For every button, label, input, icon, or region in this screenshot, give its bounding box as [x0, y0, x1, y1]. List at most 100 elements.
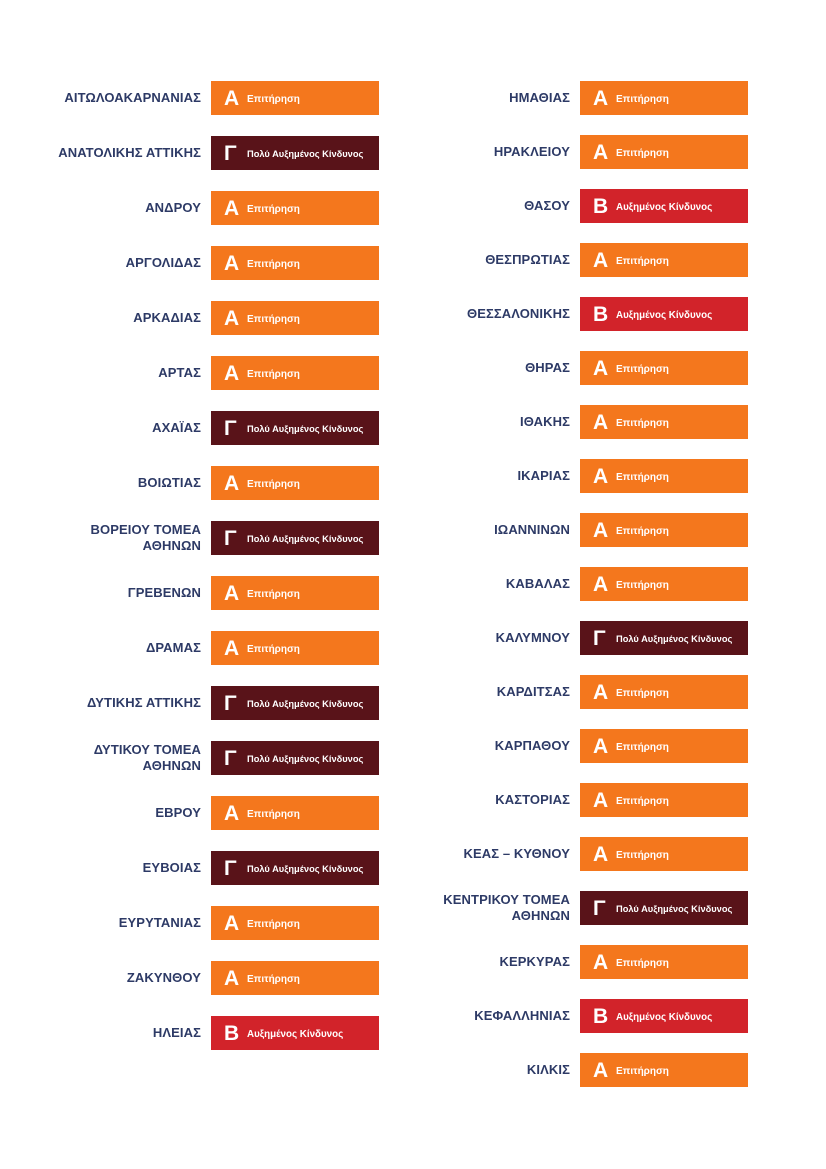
risk-label: Επιτήρηση — [247, 973, 300, 985]
region-row: ΚΙΛΚΙΣ Α Επιτήρηση — [410, 1053, 748, 1087]
risk-badge: Γ Πολύ Αυξημένος Κίνδυνος — [211, 741, 379, 775]
risk-label: Επιτήρηση — [247, 203, 300, 215]
region-name: ΚΙΛΚΙΣ — [526, 1062, 570, 1078]
region-row: ΚΑΡΠΑΘΟΥ Α Επιτήρηση — [410, 729, 748, 763]
risk-badge: Α Επιτήρηση — [211, 301, 379, 335]
risk-badge: Β Αυξημένος Κίνδυνος — [580, 189, 748, 223]
risk-label: Επιτήρηση — [247, 258, 300, 270]
risk-badge: Α Επιτήρηση — [580, 837, 748, 871]
region-name: ΙΩΑΝΝΙΝΩΝ — [494, 522, 570, 538]
risk-letter: Γ — [593, 626, 606, 650]
risk-letter: Γ — [224, 526, 237, 550]
risk-label: Επιτήρηση — [247, 918, 300, 930]
risk-letter: Α — [593, 1058, 609, 1082]
risk-letter: Α — [593, 518, 609, 542]
region-row: ΗΛΕΙΑΣ Β Αυξημένος Κίνδυνος — [41, 1016, 379, 1050]
risk-label: Επιτήρηση — [616, 363, 669, 375]
risk-badge: Α Επιτήρηση — [580, 729, 748, 763]
region-row: ΚΕΡΚΥΡΑΣ Α Επιτήρηση — [410, 945, 748, 979]
region-row: ΘΕΣΠΡΩΤΙΑΣ Α Επιτήρηση — [410, 243, 748, 277]
column-right: ΗΜΑΘΙΑΣ Α Επιτήρηση ΗΡΑΚΛΕΙΟΥ Α Επιτήρηση ΘΑΣΟ… — [410, 81, 748, 1087]
region-row: ΔΡΑΜΑΣ Α Επιτήρηση — [41, 631, 379, 665]
risk-badge: Α Επιτήρηση — [211, 796, 379, 830]
risk-badge: Α Επιτήρηση — [211, 191, 379, 225]
region-name: ΚΑΛΥΜΝΟΥ — [495, 630, 570, 646]
risk-letter: Α — [224, 966, 240, 990]
risk-letter: Α — [224, 911, 240, 935]
risk-letter: Γ — [224, 746, 237, 770]
risk-label: Επιτήρηση — [616, 795, 669, 807]
region-name: ΘΕΣΣΑΛΟΝΙΚΗΣ — [467, 306, 570, 322]
risk-badge: Α Επιτήρηση — [211, 576, 379, 610]
region-row: ΘΑΣΟΥ Β Αυξημένος Κίνδυνος — [410, 189, 748, 223]
risk-label: Επιτήρηση — [247, 808, 300, 820]
risk-letter: Α — [224, 306, 240, 330]
region-name: ΑΡΚΑΔΙΑΣ — [133, 310, 201, 326]
region-name: ΔΥΤΙΚΗΣ ΑΤΤΙΚΗΣ — [87, 695, 201, 711]
risk-badge: Α Επιτήρηση — [580, 459, 748, 493]
risk-badge: Α Επιτήρηση — [580, 675, 748, 709]
region-name: ΚΕΡΚΥΡΑΣ — [499, 954, 570, 970]
region-name: ΖΑΚΥΝΘΟΥ — [126, 970, 201, 986]
risk-label: Αυξημένος Κίνδυνος — [616, 201, 713, 213]
risk-letter: Α — [593, 788, 609, 812]
risk-badge: Α Επιτήρηση — [211, 81, 379, 115]
risk-badge: Α Επιτήρηση — [580, 351, 748, 385]
risk-letter: Α — [224, 361, 240, 385]
risk-badge: Α Επιτήρηση — [211, 466, 379, 500]
region-name: ΑΝΑΤΟΛΙΚΗΣ ΑΤΤΙΚΗΣ — [58, 145, 201, 161]
region-name: ΗΛΕΙΑΣ — [152, 1025, 201, 1041]
region-name: ΑΝΔΡΟΥ — [145, 200, 201, 216]
risk-letter: Α — [593, 680, 609, 704]
risk-badge: Α Επιτήρηση — [580, 783, 748, 817]
risk-letter: Α — [224, 251, 240, 275]
region-name: ΑΡΤΑΣ — [158, 365, 201, 381]
risk-badge: Α Επιτήρηση — [580, 243, 748, 277]
region-row: ΑΝΑΤΟΛΙΚΗΣ ΑΤΤΙΚΗΣ Γ Πολύ Αυξημένος Κίνδυν… — [41, 136, 379, 170]
risk-label: Αυξημένος Κίνδυνος — [247, 1028, 344, 1040]
region-name: ΗΜΑΘΙΑΣ — [509, 90, 570, 106]
region-row: ΚΑΒΑΛΑΣ Α Επιτήρηση — [410, 567, 748, 601]
risk-label: Επιτήρηση — [616, 417, 669, 429]
risk-letter: Β — [593, 302, 609, 326]
risk-label: Επιτήρηση — [616, 471, 669, 483]
risk-badge: Α Επιτήρηση — [580, 405, 748, 439]
risk-badge: Β Αυξημένος Κίνδυνος — [580, 297, 748, 331]
risk-badge: Α Επιτήρηση — [211, 356, 379, 390]
region-row: ΑΡΚΑΔΙΑΣ Α Επιτήρηση — [41, 301, 379, 335]
risk-label: Πολύ Αυξημένος Κίνδυνος — [247, 149, 364, 159]
risk-label: Επιτήρηση — [247, 478, 300, 490]
region-row: ΒΟΡΕΙΟΥ ΤΟΜΕΑ ΑΘΗΝΩΝ Γ Πολύ Αυξημένος Κίνδ… — [41, 521, 379, 555]
region-row: ΘΗΡΑΣ Α Επιτήρηση — [410, 351, 748, 385]
region-row: ΚΑΣΤΟΡΙΑΣ Α Επιτήρηση — [410, 783, 748, 817]
risk-badge: Γ Πολύ Αυξημένος Κίνδυνος — [580, 891, 748, 925]
risk-label: Επιτήρηση — [616, 93, 669, 105]
risk-letter: Α — [593, 464, 609, 488]
risk-letter: Γ — [224, 141, 237, 165]
region-name: ΚΕΑΣ – ΚΥΘΝΟΥ — [463, 846, 570, 862]
region-name: ΑΡΓΟΛΙΔΑΣ — [125, 255, 201, 271]
risk-badge: Α Επιτήρηση — [211, 961, 379, 995]
risk-badge: Α Επιτήρηση — [580, 513, 748, 547]
risk-badge: Α Επιτήρηση — [211, 906, 379, 940]
risk-label: Επιτήρηση — [616, 687, 669, 699]
region-name: ΕΒΡΟΥ — [155, 805, 201, 821]
risk-label: Επιτήρηση — [247, 588, 300, 600]
risk-letter: Α — [224, 636, 240, 660]
region-row: ΓΡΕΒΕΝΩΝ Α Επιτήρηση — [41, 576, 379, 610]
region-row: ΔΥΤΙΚΗΣ ΑΤΤΙΚΗΣ Γ Πολύ Αυξημένος Κίνδυνος — [41, 686, 379, 720]
risk-badge: Α Επιτήρηση — [580, 567, 748, 601]
region-row: ΚΑΡΔΙΤΣΑΣ Α Επιτήρηση — [410, 675, 748, 709]
risk-letter: Α — [593, 140, 609, 164]
risk-badge: Α Επιτήρηση — [211, 631, 379, 665]
risk-badge: Γ Πολύ Αυξημένος Κίνδυνος — [211, 521, 379, 555]
region-row: ΕΥΒΟΙΑΣ Γ Πολύ Αυξημένος Κίνδυνος — [41, 851, 379, 885]
region-name: ΚΕΝΤΡΙΚΟΥ ΤΟΜΕΑ ΑΘΗΝΩΝ — [443, 892, 570, 923]
risk-label: Επιτήρηση — [247, 368, 300, 380]
risk-letter: Β — [593, 1004, 609, 1028]
region-name: ΒΟΙΩΤΙΑΣ — [137, 475, 201, 491]
risk-letter: Γ — [593, 896, 606, 920]
region-name: ΚΑΒΑΛΑΣ — [505, 576, 570, 592]
risk-letter: Α — [224, 471, 240, 495]
risk-label: Πολύ Αυξημένος Κίνδυνος — [247, 754, 364, 764]
